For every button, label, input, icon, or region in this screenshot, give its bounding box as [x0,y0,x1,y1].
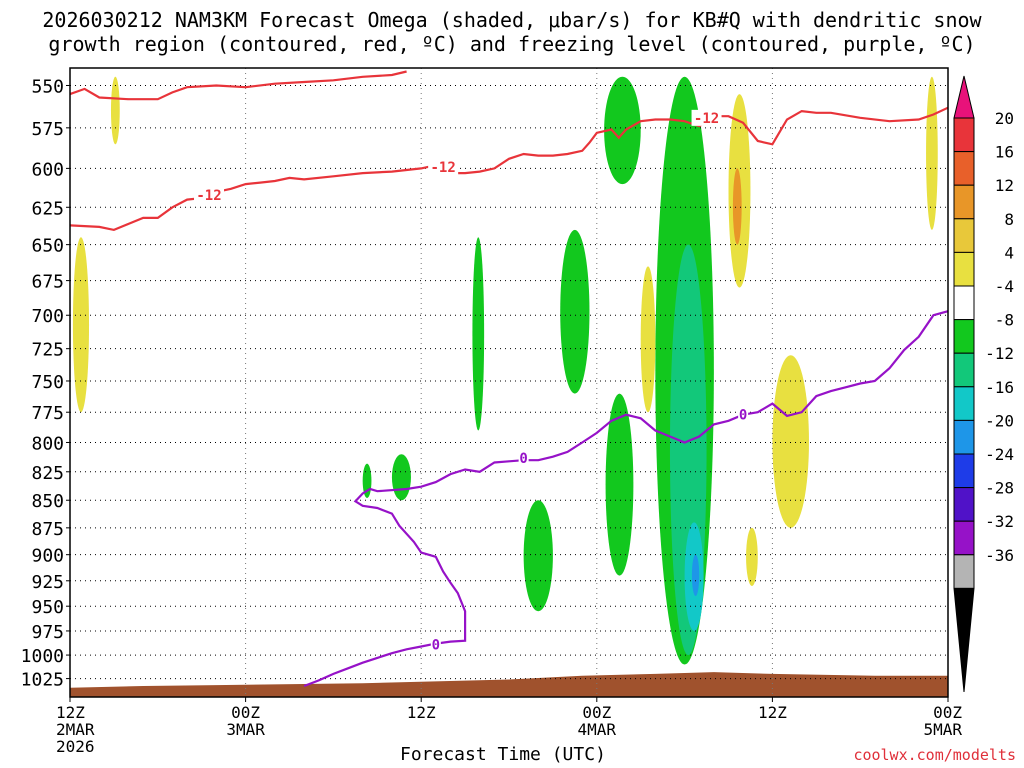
colorbar-box-6 [953,285,975,321]
colorbar-label-2: 12 [995,176,1014,195]
colorbar-box-1 [953,117,975,153]
colorbar-box-11 [953,453,975,489]
colorbar-label-1: 16 [995,143,1014,162]
y-tick-label-1: 575 [31,119,64,140]
y-tick-label-14: 900 [31,546,64,567]
omega-region-10 [691,554,700,597]
x-tick-label-0-0: 12Z [56,703,85,722]
colorbar-box-9 [953,386,975,421]
colorbar-box-14 [953,554,975,589]
y-tick-label-17: 975 [31,622,64,643]
y-tick-label-3: 625 [31,198,64,219]
x-tick-label-1-1: 3MAR [226,720,265,739]
x-tick-label-1-0: 00Z [231,703,260,722]
omega-region-3 [605,393,634,576]
x-tick-label-5-1: 5MAR [923,720,962,739]
chart-title-line2: growth region (contoured, red, ºC) and f… [48,32,976,56]
colorbar-label-8: -16 [985,378,1014,397]
y-tick-label-6: 700 [31,306,64,327]
colorbar-box-13 [953,520,975,556]
y-tick-label-10: 800 [31,433,64,454]
chart-title-line1: 2026030212 NAM3KM Forecast Omega (shaded… [42,8,982,32]
colorbar-box-4 [953,218,975,253]
y-tick-label-4: 650 [31,236,64,257]
contour-label-bg-3 [518,449,529,466]
y-tick-label-16: 950 [31,597,64,618]
colorbar-label-9: -20 [985,411,1014,430]
y-tick-label-12: 850 [31,491,64,512]
colorbar-label-11: -28 [985,479,1014,498]
colorbar-box-8 [953,352,975,388]
colorbar-box-12 [953,487,975,522]
y-tick-label-7: 725 [31,340,64,361]
colorbar-label-10: -24 [985,445,1014,464]
y-tick-label-15: 925 [31,572,64,593]
omega-region-11 [72,237,90,413]
y-tick-label-18: 1000 [21,646,64,667]
omega-region-2 [472,237,485,431]
omega-region-18 [732,168,742,245]
contour-label-1: -12 [431,160,456,176]
colorbar-box-2 [953,151,975,186]
plot-frame [69,67,949,698]
plot-background [70,68,948,697]
colorbar-box-3 [953,184,975,220]
colorbar-label-5: -4 [995,277,1014,296]
x-tick-label-2-0: 12Z [407,703,436,722]
colorbar-label-13: -36 [985,546,1014,565]
x-tick-label-4-0: 12Z [758,703,787,722]
dgz-contour-upper [70,70,407,101]
contour-label-3: 0 [519,451,527,467]
colorbar-box-7 [953,319,975,354]
colorbar-label-12: -32 [985,512,1014,531]
omega-region-5 [391,454,411,501]
x-tick-label-3-1: 4MAR [578,720,617,739]
terrain [70,672,948,697]
y-tick-label-2: 600 [31,159,64,180]
contour-label-5: 0 [739,408,747,424]
omega-region-1 [560,229,590,394]
colorbar-label-3: 8 [1004,210,1014,229]
freezing-level-contour [303,310,948,688]
colorbar-box-5 [953,251,975,287]
contour-label-4: 0 [432,638,440,654]
colorbar-tri-bottom [953,587,975,693]
contour-label-bg-1 [428,158,459,175]
y-tick-label-13: 875 [31,519,64,540]
x-tick-label-0-1: 2MAR [56,720,95,739]
y-tick-label-19: 1025 [21,670,64,691]
colorbar-tri-top [953,75,975,119]
y-tick-label-5: 675 [31,272,64,293]
omega-region-4 [523,500,553,612]
y-tick-label-11: 825 [31,463,64,484]
contour-label-bg-2 [691,109,722,126]
omega-region-12 [110,76,120,145]
x-axis-label: Forecast Time (UTC) [400,744,606,765]
x-tick-label-0-2: 2026 [56,737,95,756]
omega-region-0 [604,76,641,185]
omega-region-16 [926,76,938,230]
contour-label-bg-0 [194,186,225,203]
credit-text: coolwx.com/modelts [853,746,1016,764]
contour-label-bg-5 [738,406,749,423]
omega-region-14 [772,355,809,528]
contour-label-bg-4 [430,636,441,653]
x-tick-label-5-0: 00Z [933,703,962,722]
colorbar-box-10 [953,419,975,455]
x-tick-label-3-0: 00Z [582,703,611,722]
colorbar-label-4: 4 [1004,243,1014,262]
contour-label-0: -12 [196,188,221,204]
colorbar-label-0: 20 [995,109,1014,128]
omega-region-15 [640,266,656,413]
y-tick-label-0: 550 [31,76,64,97]
y-tick-label-8: 750 [31,372,64,393]
contour-label-2: -12 [694,111,719,127]
colorbar-label-6: -8 [995,311,1014,330]
colorbar-label-7: -12 [985,344,1014,363]
omega-region-17 [746,527,758,586]
y-tick-label-9: 775 [31,403,64,424]
